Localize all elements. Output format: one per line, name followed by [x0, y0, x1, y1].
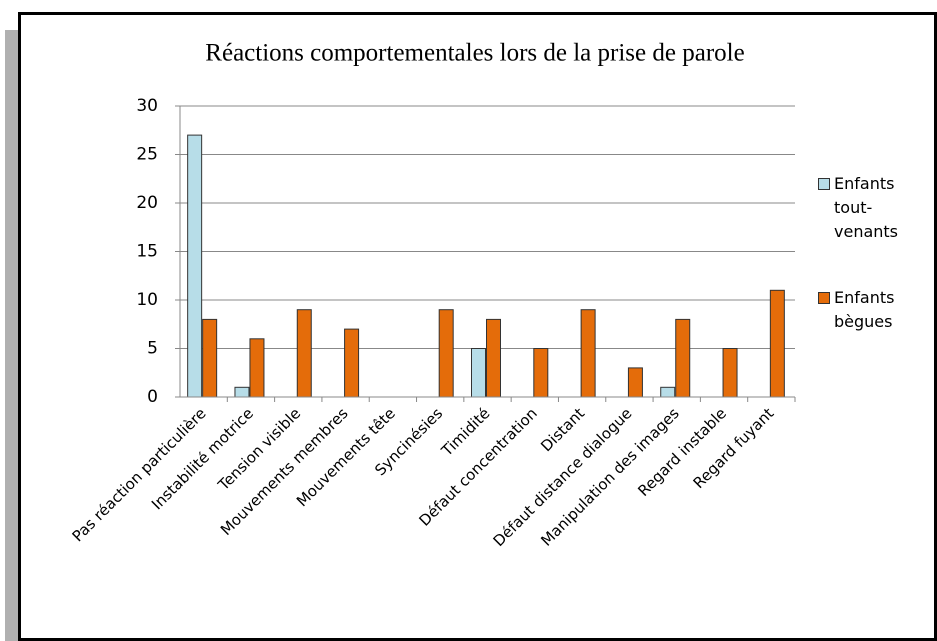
bar	[438, 309, 454, 398]
bar	[580, 309, 596, 398]
y-tick-label: 5	[147, 339, 158, 359]
x-tick-label: Tension visible	[214, 404, 304, 494]
bar	[675, 318, 691, 398]
bar	[471, 348, 486, 398]
bar	[344, 328, 360, 398]
y-tick-label: 20	[136, 193, 158, 213]
legend-swatch	[818, 292, 830, 304]
chart-title: Réactions comportementales lors de la pr…	[205, 40, 744, 67]
legend-swatch	[818, 178, 830, 190]
y-tick-label: 25	[136, 145, 158, 165]
legend-label: Enfants bègues	[834, 288, 895, 331]
y-tick-label: 10	[136, 290, 158, 310]
y-tick-label: 0	[147, 387, 158, 407]
bar	[187, 134, 203, 398]
bar	[660, 386, 676, 398]
y-tick-label: 15	[136, 242, 158, 262]
legend-label: Enfants tout-venants	[834, 174, 899, 241]
bar	[249, 338, 265, 398]
side-strip	[5, 30, 18, 641]
frame	[18, 12, 937, 641]
bar	[533, 348, 549, 398]
bar	[722, 348, 738, 398]
bar	[769, 289, 785, 398]
bar	[296, 309, 312, 398]
bar	[202, 318, 218, 398]
bar	[486, 318, 501, 398]
y-tick-label: 30	[136, 96, 158, 116]
bar	[627, 367, 643, 398]
x-tick-label: Regard fuyant	[690, 404, 778, 492]
bar	[234, 386, 250, 398]
